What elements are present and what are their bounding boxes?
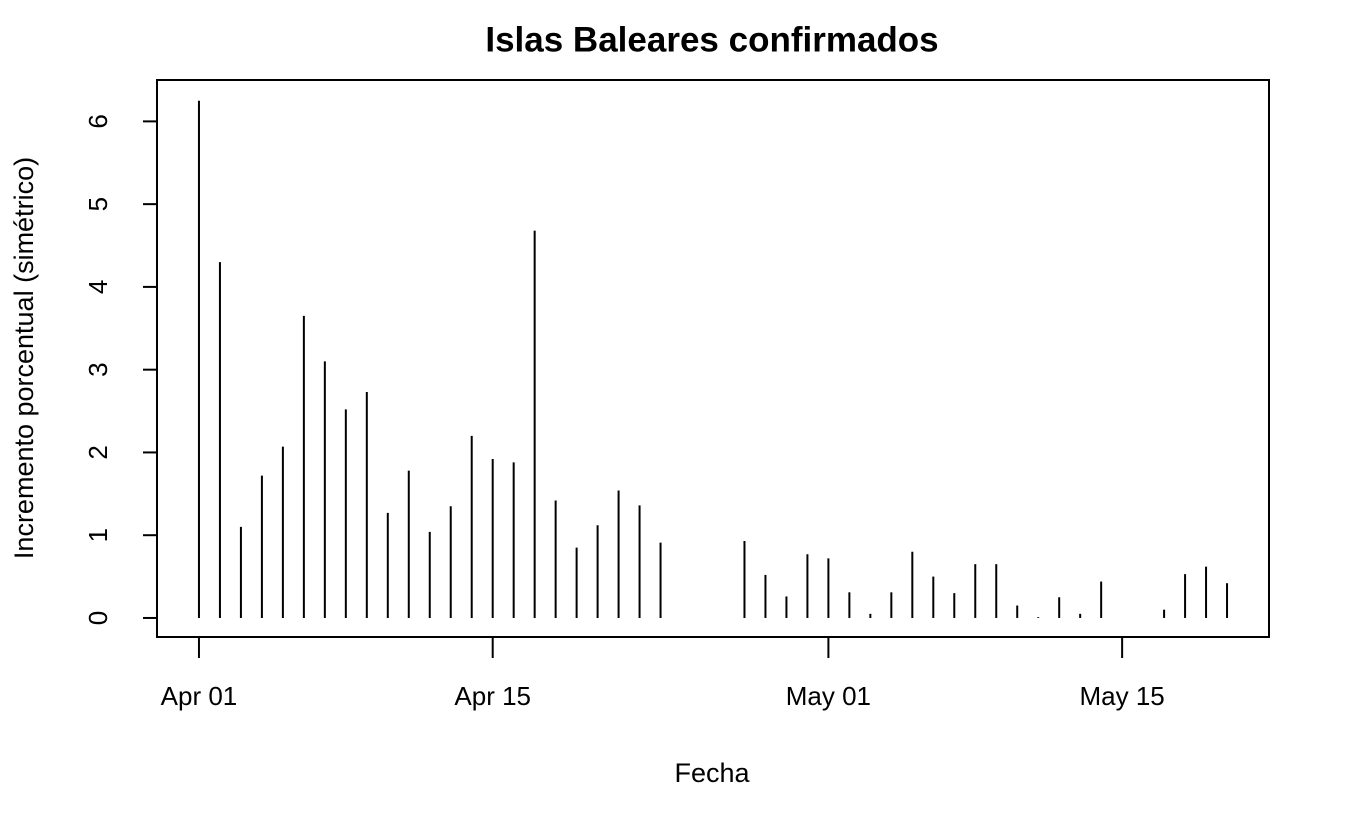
x-tick-label: May 01 bbox=[786, 681, 871, 711]
x-axis-label: Fecha bbox=[674, 758, 750, 788]
y-tick-label: 6 bbox=[83, 114, 113, 128]
plot-frame bbox=[156, 79, 1270, 638]
y-tick-label: 5 bbox=[83, 197, 113, 211]
x-tick-label: Apr 15 bbox=[454, 681, 531, 711]
y-tick-label: 4 bbox=[83, 280, 113, 294]
y-tick-label: 2 bbox=[83, 445, 113, 459]
chart-title: Islas Baleares confirmados bbox=[485, 20, 938, 59]
x-tick-label: Apr 01 bbox=[161, 681, 238, 711]
y-axis-label: Incremento porcentual (simétrico) bbox=[9, 157, 39, 559]
y-tick-label: 1 bbox=[83, 528, 113, 542]
y-tick-label: 0 bbox=[83, 611, 113, 625]
x-tick-label: May 15 bbox=[1079, 681, 1164, 711]
y-tick-label: 3 bbox=[83, 362, 113, 376]
